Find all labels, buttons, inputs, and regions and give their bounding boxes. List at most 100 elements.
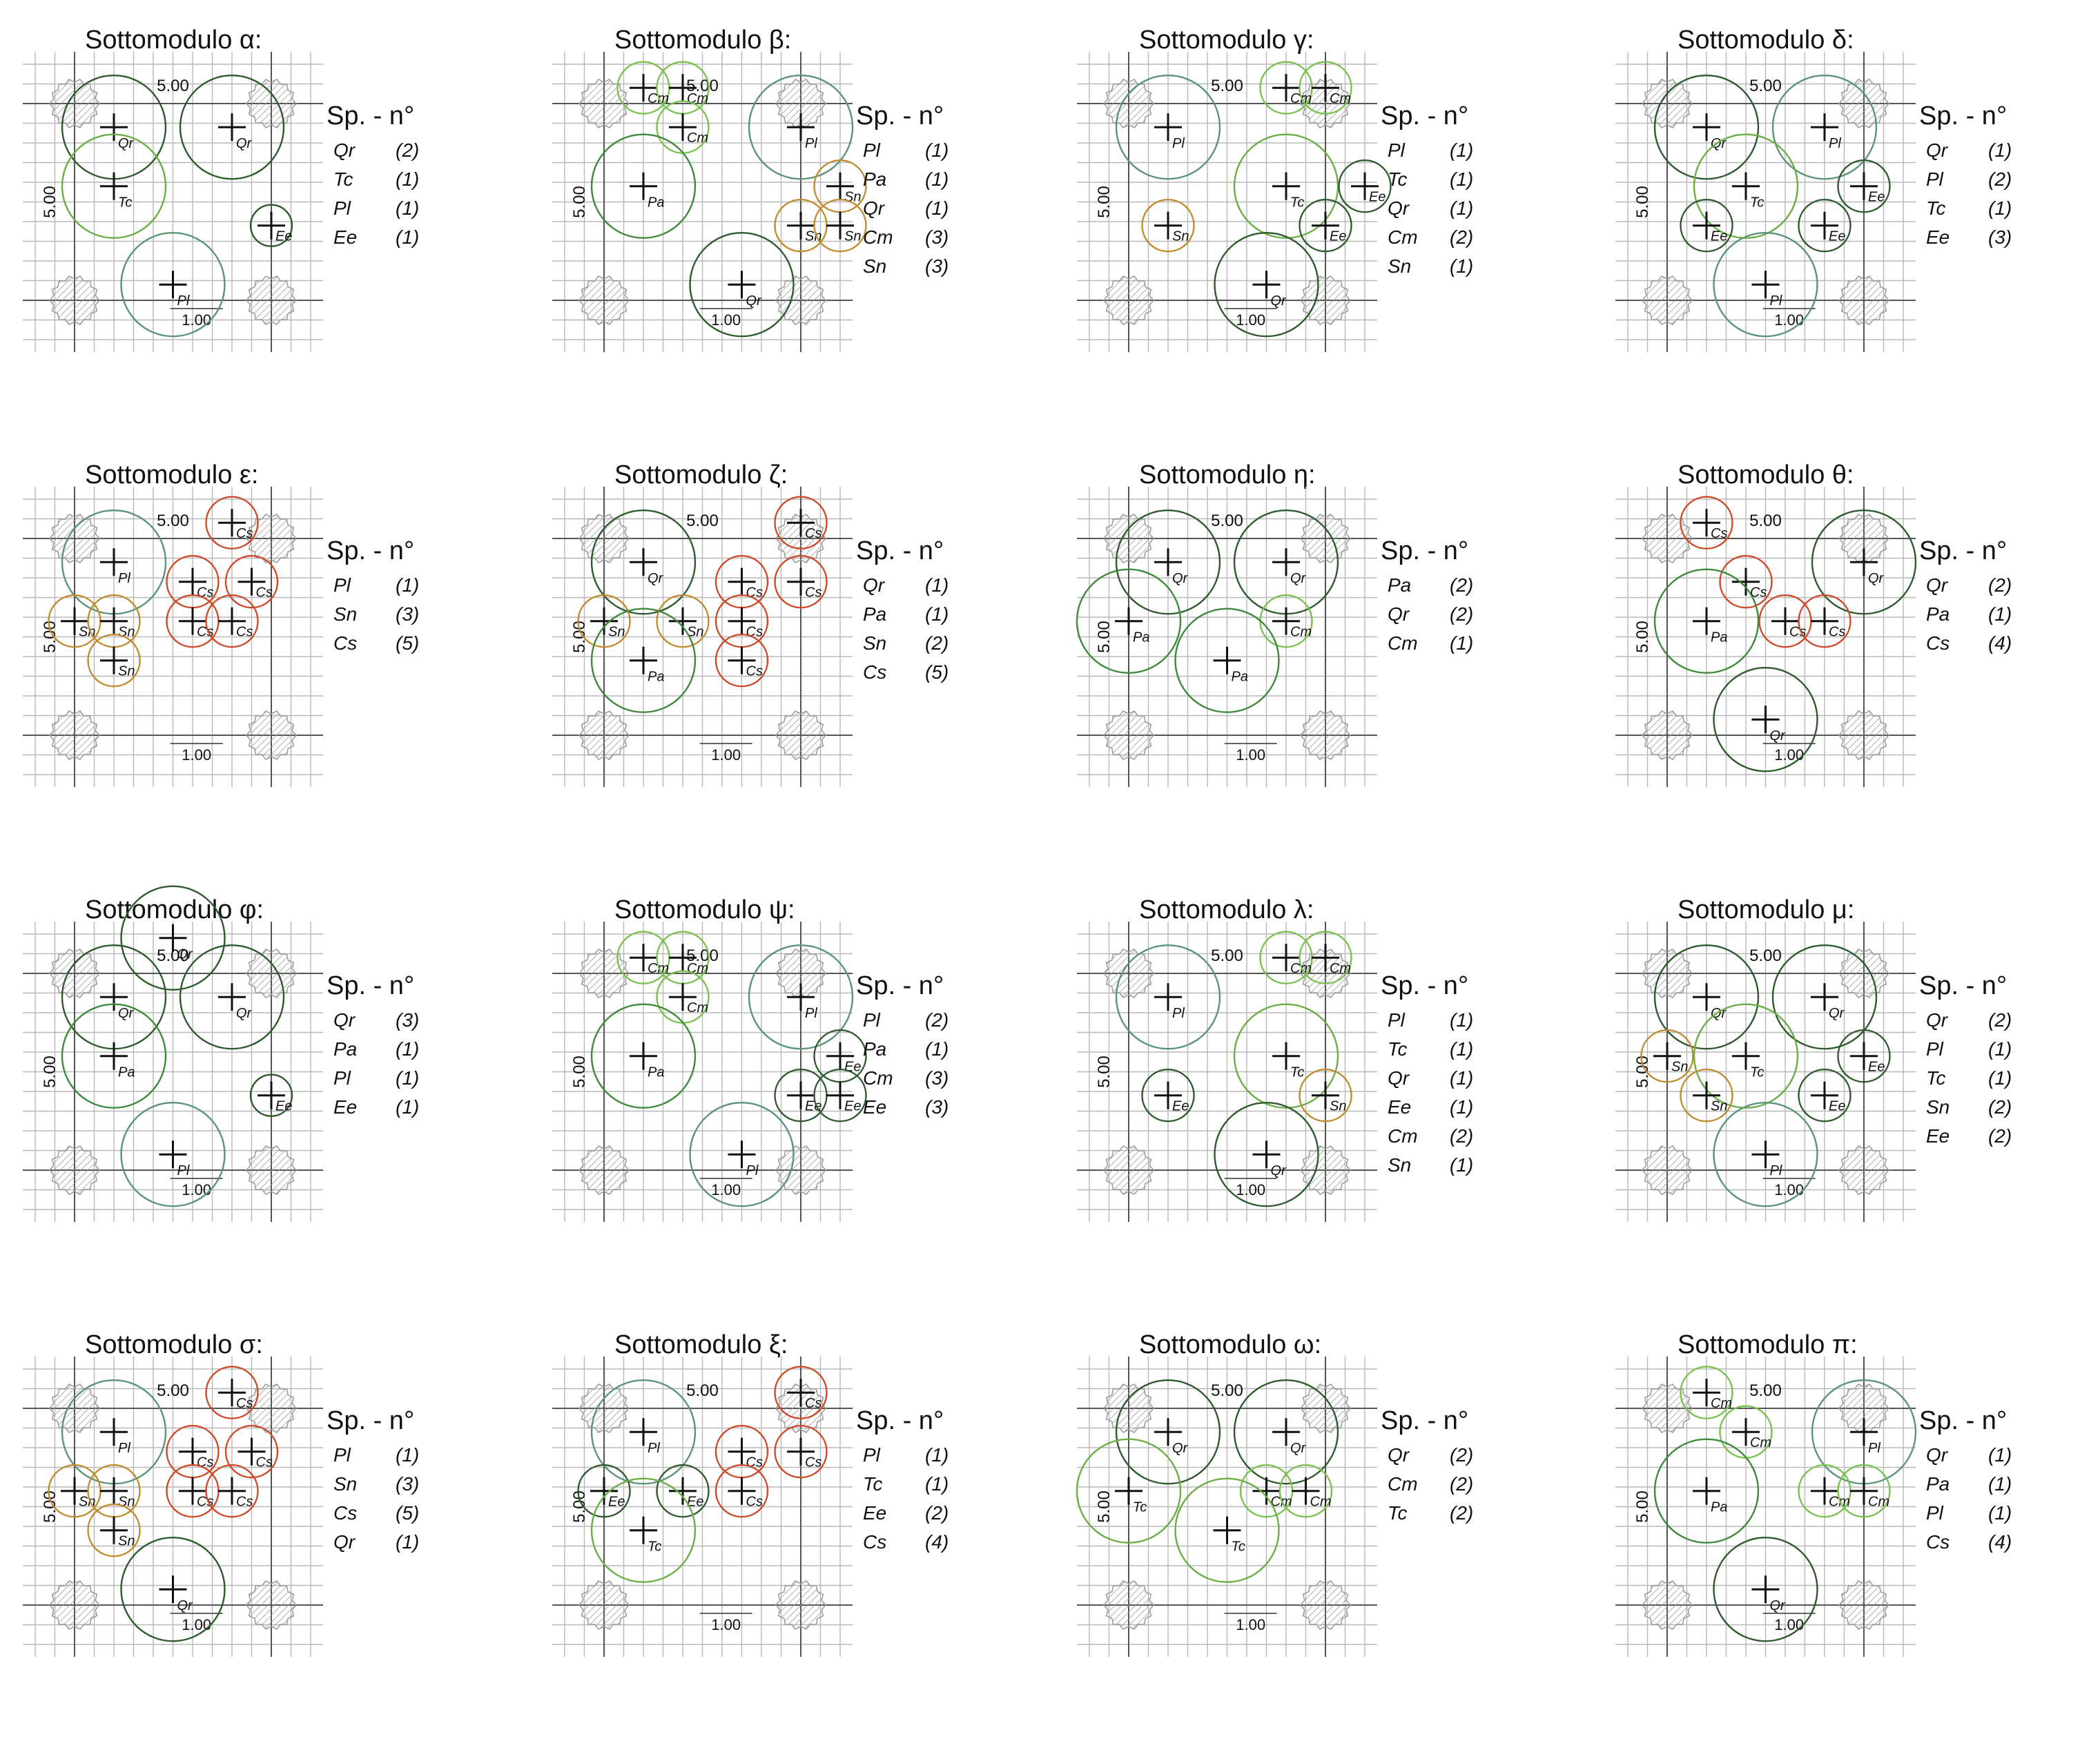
legend-count: (1) [396, 168, 419, 190]
submodule-panel: Sottomodulo μ:5.005.001.00Qr QrSn Tc EeSn Ee… [1615, 895, 2012, 1222]
legend-header: Sp. - n° [327, 971, 414, 1000]
plant-label: Tc [118, 195, 132, 211]
dimension-side-label: 5.00 [1095, 1490, 1114, 1523]
legend-count: (3) [1988, 226, 2012, 248]
plant-label: Sn [608, 625, 625, 640]
legend-count: (2) [1450, 1125, 1473, 1147]
corner-tree-icon [1301, 711, 1350, 759]
plant-label: Sn [844, 229, 861, 244]
legend-count: (1) [396, 1531, 419, 1553]
plant-label: Ee [275, 1099, 292, 1114]
plant-label: Pa [1711, 1500, 1727, 1515]
legend-count: (1) [1450, 1067, 1473, 1089]
submodule-panel: Sottomodulo ψ:5.005.001.00Cm CmCm PlPa EeEe… [552, 895, 949, 1222]
legend-species: Sn [863, 632, 886, 654]
plant-label: Cs [805, 1455, 821, 1470]
plant-label: Pa [1133, 630, 1149, 645]
legend-count: (1) [1450, 1154, 1473, 1176]
legend-count: (5) [396, 632, 419, 654]
submodule-panel: Sottomodulo π:5.005.001.00CmPlCmPa Cm CmQr… [1615, 1330, 2012, 1657]
plant-label: Qr [177, 947, 194, 962]
legend-species: Pl [333, 197, 351, 219]
plant-label: Cm [687, 91, 708, 106]
corner-tree-icon [1104, 1581, 1154, 1629]
legend-count: (1) [925, 574, 949, 596]
corner-tree-icon [1839, 1146, 1889, 1194]
legend-species: Pl [1926, 168, 1944, 190]
plant-label: Pl [1770, 293, 1782, 309]
plant-label: Pl [1172, 1006, 1185, 1021]
legend-count: (1) [925, 1444, 949, 1466]
plant-label: Cs [805, 1396, 821, 1411]
panel-title: Sottomodulo δ: [1678, 26, 1854, 55]
corner-tree-icon [1301, 276, 1350, 324]
dimension-unit-label: 1.00 [711, 1181, 741, 1198]
legend-count: (3) [925, 1096, 949, 1118]
plant-label: Cm [1290, 625, 1312, 640]
legend-count: (1) [396, 226, 419, 248]
legend-species: Pl [863, 1444, 881, 1466]
panel-title: Sottomodulo ω: [1139, 1330, 1321, 1359]
plant-label: Qr [1770, 728, 1787, 744]
corner-tree-icon [579, 276, 629, 324]
legend-species: Tc [863, 1473, 883, 1495]
corner-tree-icon [1642, 1146, 1692, 1194]
legend-species: Tc [1388, 1038, 1408, 1060]
corner-tree-icon [1301, 1146, 1350, 1194]
plant-label: Ee [1829, 229, 1845, 244]
corner-tree-icon [776, 1581, 826, 1629]
submodule-panel: Sottomodulo θ:5.005.001.00CsQrCsPa Cs CsQr… [1615, 460, 2012, 787]
legend-count: (3) [396, 1473, 419, 1495]
dimension-side-label: 5.00 [41, 1490, 59, 1523]
dimension-unit-label: 1.00 [711, 746, 741, 764]
legend-header: Sp. - n° [1919, 536, 2007, 565]
dimension-unit-label: 1.00 [182, 746, 211, 764]
dimension-side-label: 5.00 [1095, 186, 1114, 218]
submodule-panel: Sottomodulo φ:5.005.001.00QrQr QrPaEePlSp… [23, 886, 419, 1222]
plant-label: Pl [1172, 136, 1185, 151]
submodule-panel: Sottomodulo δ:5.005.001.00Qr PlTc EeEe EePl… [1615, 26, 2012, 352]
plant-label: Cs [746, 664, 763, 679]
legend-count: (1) [925, 603, 949, 625]
legend-species: Ee [1926, 226, 1950, 248]
legend-count: (2) [1450, 1502, 1473, 1524]
legend-species: Tc [1926, 197, 1946, 219]
plant-label: Qr [1770, 1598, 1787, 1613]
legend-header: Sp. - n° [1381, 101, 1468, 130]
legend-count: (2) [1450, 226, 1473, 248]
legend-species: Ee [863, 1502, 886, 1524]
dimension-unit-label: 1.00 [1236, 746, 1265, 764]
panel-title: Sottomodulo λ: [1139, 895, 1314, 924]
plant-label: Ee [275, 229, 292, 244]
plant-label: Tc [1290, 195, 1304, 211]
corner-tree-icon [1104, 79, 1154, 128]
plant-label: Pa [118, 1065, 135, 1080]
dimension-top-label: 5.00 [686, 1381, 719, 1400]
corner-tree-icon [1301, 1384, 1350, 1432]
legend-count: (2) [1450, 574, 1473, 596]
legend-count: (1) [396, 1096, 419, 1118]
corner-tree-icon [1104, 1384, 1154, 1432]
plant-label: Tc [1750, 195, 1764, 211]
plant-label: Tc [1750, 1065, 1764, 1080]
dimension-unit-label: 1.00 [711, 311, 741, 329]
legend-species: Sn [333, 1473, 357, 1495]
legend-header: Sp. - n° [1919, 1406, 2007, 1435]
plant-label: Qr [1172, 571, 1189, 586]
dimension-side-label: 5.00 [570, 1056, 589, 1088]
corner-tree-icon [1839, 949, 1889, 998]
plant-label: Qr [1290, 571, 1307, 586]
dimension-unit-label: 1.00 [1236, 311, 1265, 329]
legend-count: (1) [925, 168, 949, 190]
plant-label: Sn [118, 1534, 135, 1549]
corner-tree-icon [1839, 79, 1889, 128]
legend-header: Sp. - n° [1381, 1406, 1468, 1435]
plant-label: Cm [687, 1000, 708, 1016]
legend-species: Tc [1388, 1502, 1408, 1524]
corner-tree-icon [50, 1146, 99, 1194]
plant-label: Qr [177, 1598, 194, 1613]
corner-tree-icon [1104, 949, 1154, 998]
legend-count: (1) [925, 1038, 949, 1060]
legend-count: (1) [1450, 197, 1473, 219]
legend-count: (2) [925, 632, 949, 654]
